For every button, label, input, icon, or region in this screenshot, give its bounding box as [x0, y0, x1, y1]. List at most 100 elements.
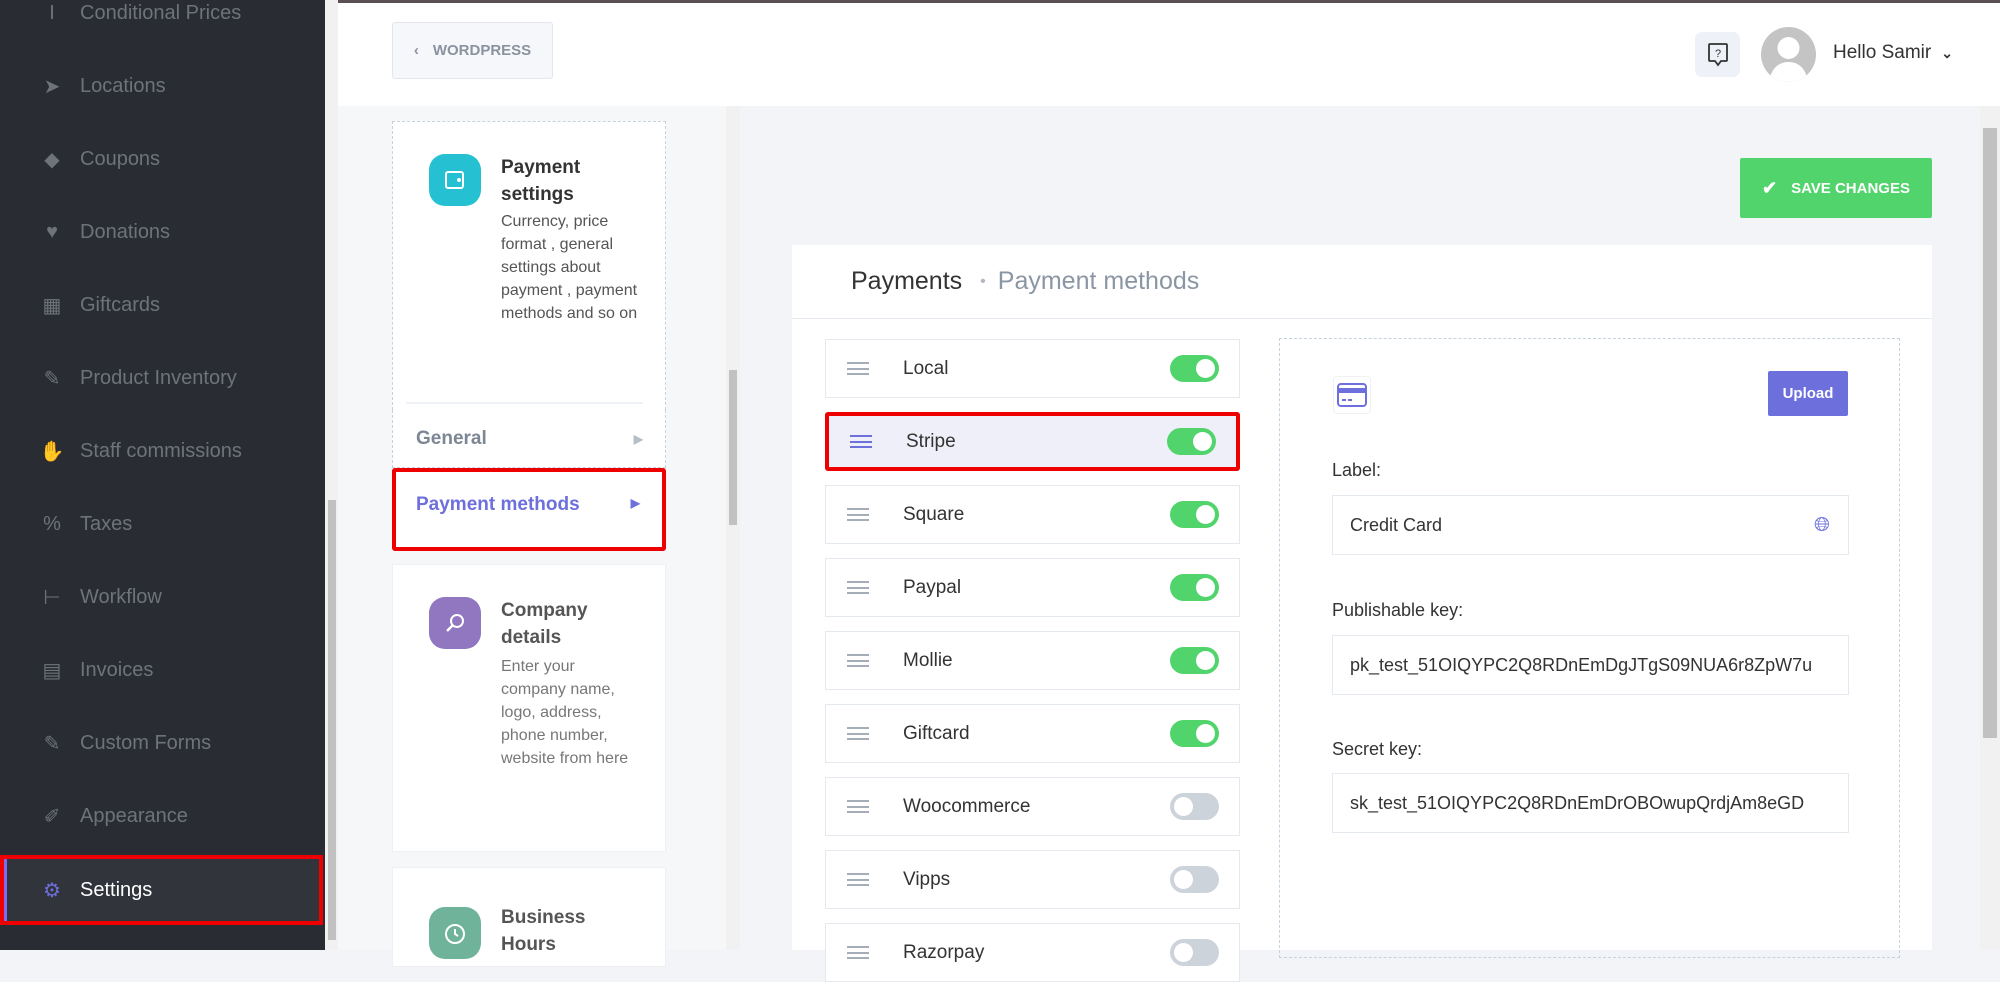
sidebar-item-label: Donations — [80, 220, 171, 243]
save-changes-button[interactable]: ✔ SAVE CHANGES — [1740, 158, 1932, 218]
payment-method-razorpay[interactable]: Razorpay — [825, 923, 1240, 982]
sidebar-item-label: Invoices — [80, 658, 154, 681]
drag-handle-icon[interactable] — [847, 800, 869, 813]
drag-handle-icon[interactable] — [847, 727, 869, 740]
main-scrollbar-thumb[interactable] — [1983, 128, 1997, 738]
payment-method-stripe[interactable]: Stripe — [825, 412, 1240, 471]
clock-icon — [429, 907, 481, 959]
sidebar-item-label: Taxes — [80, 512, 133, 535]
help-button[interactable]: ? — [1695, 32, 1740, 77]
settings-subitem-payment-methods[interactable]: Payment methods ▶ — [392, 468, 666, 551]
method-name: Vipps — [903, 868, 951, 890]
chevron-left-icon: ‹ — [413, 42, 419, 59]
globe-icon[interactable]: 🌐︎ — [1814, 513, 1830, 536]
sidebar-item-workflow[interactable]: ⊢ Workflow — [0, 567, 323, 627]
drag-handle-icon[interactable] — [847, 654, 869, 667]
payment-settings-card[interactable]: Payment settings Currency, price format … — [392, 121, 666, 410]
breadcrumb: Payments • Payment methods — [792, 245, 1932, 319]
label-field-label: Label: — [1332, 460, 1382, 480]
sidebar-item-conditional-prices[interactable]: I Conditional Prices — [0, 0, 323, 43]
handshake-icon: ✋ — [39, 440, 65, 463]
drag-handle-icon[interactable] — [847, 362, 869, 375]
hand-holding-heart-icon: ♥ — [46, 220, 58, 243]
method-name: Paypal — [903, 576, 962, 598]
settings-nav-scrollbar-thumb[interactable] — [729, 370, 737, 525]
user-menu[interactable]: Hello Samir ⌄ — [1833, 42, 1953, 63]
drag-handle-icon[interactable] — [847, 581, 869, 594]
magic-wand-icon: ✎ — [43, 732, 61, 755]
settings-nav-scrollbar[interactable] — [726, 106, 740, 950]
top-bar — [338, 0, 2000, 106]
publishable-key-label: Publishable key: — [1332, 600, 1464, 620]
payment-method-mollie[interactable]: Mollie — [825, 631, 1240, 690]
label-input[interactable]: Credit Card 🌐︎ — [1332, 495, 1849, 555]
sidebar-item-staff-commissions[interactable]: ✋ Staff commissions — [0, 421, 323, 481]
enable-toggle[interactable] — [1167, 428, 1216, 455]
magic-wand-icon: ✎ — [43, 367, 61, 390]
sidebar-item-label: Product Inventory — [80, 366, 237, 389]
enable-toggle[interactable] — [1170, 574, 1219, 601]
sidebar-item-locations[interactable]: ➤ Locations — [0, 56, 323, 116]
file-icon: ▤ — [42, 659, 62, 682]
credit-card-icon — [1333, 376, 1371, 414]
company-details-card[interactable]: Company details Enter your company name,… — [392, 564, 666, 852]
secret-key-input[interactable]: sk_test_51OIQYPC2Q8RDnEmDrOBOwupQrdjAm8e… — [1332, 773, 1849, 833]
enable-toggle[interactable] — [1170, 866, 1219, 893]
secret-key-label: Secret key: — [1332, 739, 1423, 759]
sidebar-item-label: Conditional Prices — [80, 1, 242, 24]
method-name: Woocommerce — [903, 795, 1031, 817]
enable-toggle[interactable] — [1170, 647, 1219, 674]
caret-right-icon: ▶ — [633, 431, 643, 446]
card-description: Enter your company name, logo, address, … — [501, 658, 629, 767]
drag-handle-icon[interactable] — [847, 946, 869, 959]
drag-handle-icon[interactable] — [847, 508, 869, 521]
sidebar-item-settings[interactable]: ⚙ Settings — [0, 855, 323, 925]
tag-icon: ◆ — [44, 148, 60, 171]
enable-toggle[interactable] — [1170, 939, 1219, 966]
upload-button[interactable]: Upload — [1768, 371, 1848, 416]
sidebar-scrollbar-thumb[interactable] — [328, 500, 336, 940]
payment-method-woocommerce[interactable]: Woocommerce — [825, 777, 1240, 836]
avatar[interactable] — [1761, 27, 1816, 82]
gear-icon: ⚙ — [43, 879, 61, 902]
sidebar-item-invoices[interactable]: ▤ Invoices — [0, 640, 323, 700]
drag-handle-icon[interactable] — [847, 873, 869, 886]
sidebar-item-custom-forms[interactable]: ✎ Custom Forms — [0, 713, 323, 773]
sidebar-item-product-inventory[interactable]: ✎ Product Inventory — [0, 348, 323, 408]
sidebar-item-giftcards[interactable]: ▦ Giftcards — [0, 275, 323, 335]
payment-method-paypal[interactable]: Paypal — [825, 558, 1240, 617]
method-name: Giftcard — [903, 722, 970, 744]
enable-toggle[interactable] — [1170, 501, 1219, 528]
back-to-wordpress-button[interactable]: ‹ WORDPRESS — [392, 22, 553, 79]
payment-method-local[interactable]: Local — [825, 339, 1240, 398]
enable-toggle[interactable] — [1170, 355, 1219, 382]
sidebar-item-appearance[interactable]: ✐ Appearance — [0, 786, 323, 846]
location-arrow-icon: ➤ — [43, 75, 61, 98]
sidebar-item-taxes[interactable]: % Taxes — [0, 494, 323, 554]
method-name: Square — [903, 503, 965, 525]
breadcrumb-separator: • — [980, 272, 986, 290]
svg-text:?: ? — [1714, 48, 1720, 60]
settings-subitem-general[interactable]: General ▶ — [392, 410, 666, 468]
chevron-down-icon: ⌄ — [1941, 44, 1953, 61]
payment-method-giftcard[interactable]: Giftcard — [825, 704, 1240, 763]
enable-toggle[interactable] — [1170, 793, 1219, 820]
lightbulb-icon — [429, 597, 481, 649]
method-name: Razorpay — [903, 941, 985, 963]
enable-toggle[interactable] — [1170, 720, 1219, 747]
breadcrumb-root[interactable]: Payments — [851, 267, 963, 295]
percent-icon: % — [43, 512, 61, 535]
sidebar-item-label: Custom Forms — [80, 731, 212, 754]
payment-method-square[interactable]: Square — [825, 485, 1240, 544]
business-hours-card[interactable]: Business Hours — [392, 867, 666, 967]
sidebar-item-coupons[interactable]: ◆ Coupons — [0, 129, 323, 189]
publishable-key-input[interactable]: pk_test_51OIQYPC2Q8RDnEmDgJTgS09NUA6r8Zp… — [1332, 635, 1849, 695]
brush-icon: ✐ — [43, 805, 61, 828]
divider — [406, 402, 643, 404]
payment-method-vipps[interactable]: Vipps — [825, 850, 1240, 909]
sitemap-icon: ⊢ — [43, 586, 61, 609]
sidebar-item-donations[interactable]: ♥ Donations — [0, 202, 323, 262]
sidebar-item-label: Coupons — [80, 147, 161, 170]
sidebar-item-label: Appearance — [80, 804, 188, 827]
drag-handle-icon[interactable] — [850, 435, 872, 448]
